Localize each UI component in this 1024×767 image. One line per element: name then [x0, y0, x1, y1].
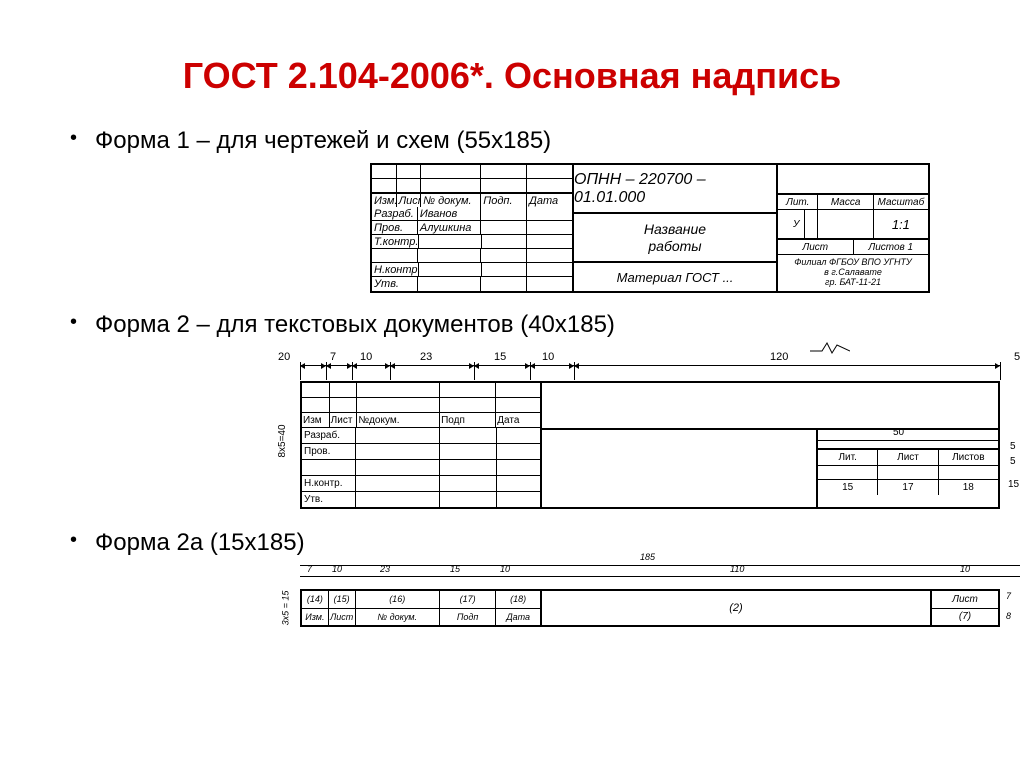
f2a-podp: Подп — [440, 609, 497, 626]
f2-nkontr: Н.контр. — [302, 476, 356, 491]
f2-prov: Пров. — [302, 444, 356, 459]
f2-r-lit: Лит. — [818, 450, 878, 465]
f2a-right-c7: (7) — [932, 609, 998, 626]
f1-utv: Утв. — [372, 277, 418, 291]
f2a-list: Лист — [329, 609, 356, 626]
bullet-dot-icon: • — [70, 311, 77, 334]
f2a-c16: (16) — [356, 591, 440, 608]
f2-r-v17: 17 — [878, 480, 938, 495]
bullet-form2a: • Форма 2а (15x185) — [70, 529, 974, 557]
f2-left-dimension: 8x5=40 — [274, 381, 300, 501]
form2-diagram: 20 7 10 23 15 10 120 — [270, 347, 974, 517]
break-line-icon — [810, 341, 850, 355]
f2a-c17: (17) — [440, 591, 497, 608]
f2-hdr-list: Лист — [330, 413, 358, 427]
f1-org: Филиал ФГБОУ ВПО УГНТУ в г.Салавате гр. … — [778, 255, 928, 291]
f2a-top-dimensions: 185 7 10 23 15 10 110 10 — [300, 565, 1020, 589]
f2a-data: Дата — [496, 609, 540, 626]
f2a-ndoc: № докум. — [356, 609, 440, 626]
f2a-c14: (14) — [302, 591, 329, 608]
f1-tkontr: Т.контр. — [372, 235, 419, 248]
f1-hdr-data: Дата — [527, 194, 572, 207]
form2a-diagram: 185 7 10 23 15 10 110 10 3x5 = 15 (14) (… — [270, 565, 974, 637]
f1-hdr-ndoc: № докум. — [421, 194, 481, 207]
form1-diagram: Изм. Лист № докум. Подп. Дата Разраб.Ива… — [370, 163, 974, 293]
f2a-c18: (18) — [496, 591, 540, 608]
f2-hdr-data: Дата — [496, 413, 540, 427]
bullet-form2: • Форма 2 – для текстовых документов (40… — [70, 311, 974, 339]
f2-hdr-izm: Изм — [302, 413, 330, 427]
f2-razrab: Разраб. — [302, 428, 356, 443]
bullet-form1: • Форма 1 – для чертежей и схем (55x185) — [70, 127, 974, 155]
slide-content: • Форма 1 – для чертежей и схем (55x185)… — [0, 127, 1024, 637]
f1-hdr-podp: Подп. — [481, 194, 527, 207]
f1-razrab-name: Иванов — [418, 207, 481, 220]
f2a-izm: Изм. — [302, 609, 329, 626]
f2-dim-50: 50 — [818, 430, 998, 448]
f2-hdr-podp: Подп — [440, 413, 496, 427]
f1-lit-val: У — [793, 219, 799, 230]
slide-title: ГОСТ 2.104-2006*. Основная надпись — [0, 0, 1024, 127]
f2a-c15: (15) — [329, 591, 356, 608]
f1-hdr-list: Лист — [397, 194, 422, 207]
f2a-dim-v8: 8 — [1006, 611, 1011, 621]
f1-material: Материал ГОСТ ... — [574, 263, 776, 291]
f1-razrab: Разраб. — [372, 207, 418, 220]
f1-listov: Листов 1 — [854, 240, 929, 254]
f2-r-v18: 18 — [939, 480, 998, 495]
f1-masst-hdr: Масштаб — [874, 195, 928, 209]
bullet-dot-icon: • — [70, 127, 77, 150]
f1-nkontr: Н.контр. — [372, 263, 419, 276]
bullet-dot-icon: • — [70, 529, 77, 552]
f2-r-listov: Листов — [939, 450, 998, 465]
f1-name: Название работы — [574, 214, 776, 263]
f2-utv: Утв. — [302, 492, 356, 507]
f2a-right-list: Лист — [932, 591, 998, 609]
f1-prov: Пров. — [372, 221, 418, 234]
f1-scale: 1:1 — [874, 210, 928, 238]
f2-top-dimensions: 20 7 10 23 15 10 120 — [270, 365, 1024, 379]
f2-r-list: Лист — [878, 450, 938, 465]
f1-code: ОПНН – 220700 – 01.01.000 — [574, 165, 776, 214]
f1-prov-name: Алушкина — [418, 221, 481, 234]
bullet-form2a-text: Форма 2а (15x185) — [95, 529, 305, 557]
f1-list: Лист — [778, 240, 854, 254]
bullet-form1-text: Форма 1 – для чертежей и схем (55x185) — [95, 127, 551, 155]
f1-hdr-izm: Изм. — [372, 194, 397, 207]
f1-lit-hdr: Лит. — [778, 195, 818, 209]
f1-massa-hdr: Масса — [818, 195, 873, 209]
bullet-form2-text: Форма 2 – для текстовых документов (40x1… — [95, 311, 615, 339]
f2a-left-dimension: 3x5 = 15 — [274, 589, 300, 627]
f2a-dim-v7: 7 — [1006, 591, 1011, 601]
f2-hdr-ndoc: №докум. — [357, 413, 440, 427]
f2-r-v15: 15 — [818, 480, 878, 495]
f2a-mid: (2) — [542, 591, 932, 625]
